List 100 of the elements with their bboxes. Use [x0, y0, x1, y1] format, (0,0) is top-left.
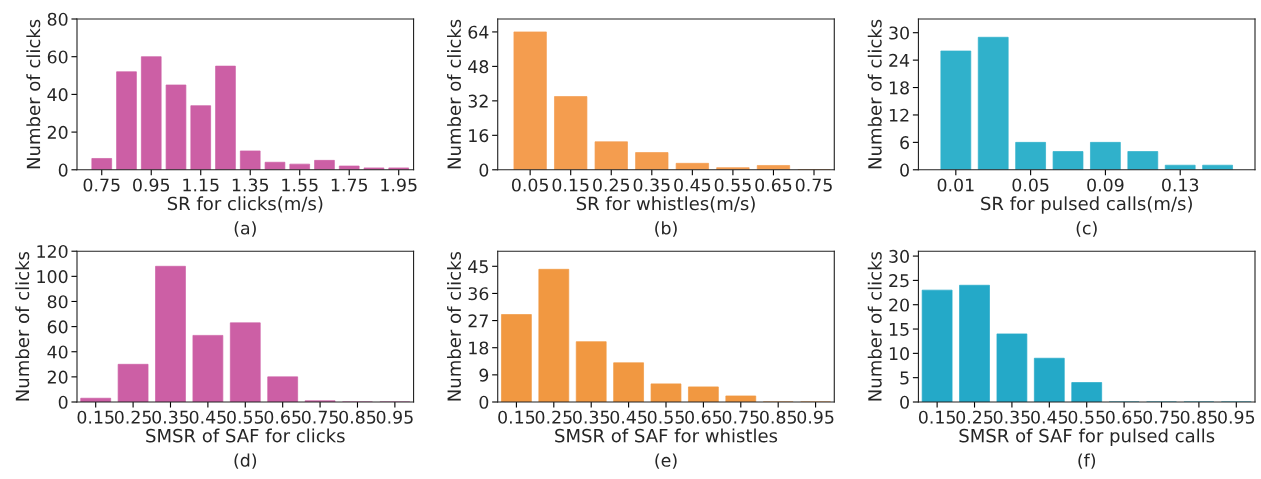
- y-axis-title: Number of clicks: [447, 19, 462, 169]
- y-tick-label: 0: [900, 395, 909, 409]
- y-tick-label: 0: [479, 395, 489, 409]
- y-tick-label: 15: [889, 322, 909, 336]
- y-axis-title: Number of clicks: [867, 19, 882, 169]
- x-tick-label: 0.35: [633, 178, 670, 192]
- x-tick-label: 0.75: [83, 178, 120, 192]
- x-tick-label: 1.95: [381, 178, 417, 192]
- y-tick-label: 30: [889, 26, 909, 40]
- x-tick-label: 0.05: [511, 178, 548, 192]
- x-tick-label: 0.15: [77, 410, 114, 424]
- y-tick-label: 48: [468, 60, 489, 74]
- x-tick-label: 0.15: [498, 410, 535, 424]
- text: (d): [234, 453, 257, 469]
- x-tick-label: 1.15: [183, 178, 219, 192]
- y-tick-label: 80: [47, 295, 68, 309]
- y-tick-label: 36: [468, 287, 489, 301]
- y-tick-label: 60: [47, 50, 68, 64]
- x-tick-label: 0.35: [573, 410, 610, 424]
- x-tick-label: 0.13: [1162, 178, 1199, 192]
- y-tick-label: 64: [468, 25, 489, 39]
- y-tick-label: 16: [469, 129, 489, 143]
- text: (c): [1076, 221, 1097, 237]
- text: (f): [1078, 453, 1096, 469]
- x-tick-label: 0.95: [376, 410, 413, 424]
- x-tick-label: 0.75: [301, 410, 338, 424]
- y-tick-label: 10: [889, 347, 909, 361]
- x-tick-label: 0.45: [674, 178, 711, 192]
- x-tick-label: 0.55: [227, 410, 264, 424]
- x-axis-title: SR for whistles(m/s): [576, 196, 755, 213]
- x-tick-label: 0.95: [133, 178, 170, 192]
- x-tick-label: 0.45: [1031, 410, 1068, 424]
- y-tick-label: 18: [469, 341, 489, 355]
- y-tick-label: 100: [37, 270, 68, 284]
- x-tick-label: 0.65: [685, 410, 722, 424]
- y-tick-label: 40: [47, 345, 68, 359]
- x-tick-label: 0.65: [264, 410, 301, 424]
- x-tick-label: 0.65: [1105, 410, 1142, 424]
- y-axis-title: Number of clicks: [447, 251, 462, 401]
- y-tick-label: 27: [468, 314, 488, 328]
- x-tick-label: 0.75: [1143, 410, 1180, 424]
- x-tick-label: 0.25: [593, 178, 630, 192]
- y-tick-label: 25: [889, 274, 909, 288]
- text: (b): [655, 221, 677, 237]
- y-tick-label: 0: [58, 163, 68, 177]
- y-tick-label: 40: [47, 88, 68, 102]
- x-axis-title: SMSR of SAF for clicks: [146, 428, 345, 443]
- y-tick-label: 0: [479, 163, 489, 177]
- x-tick-label: 1.35: [232, 178, 269, 192]
- x-tick-label: 0.65: [755, 178, 792, 192]
- x-tick-label: 0.85: [339, 410, 376, 424]
- y-tick-label: 6: [900, 136, 909, 150]
- x-tick-label: 0.85: [1180, 410, 1217, 424]
- y-tick-label: 24: [889, 53, 910, 67]
- x-tick-label: 0.55: [647, 410, 684, 424]
- y-tick-label: 5: [900, 371, 909, 385]
- y-tick-label: 12: [889, 108, 909, 122]
- x-tick-label: 0.95: [1218, 410, 1255, 424]
- x-axis-title: SR for pulsed calls(m/s): [981, 196, 1192, 214]
- x-tick-label: 0.01: [937, 178, 974, 192]
- y-tick-label: 30: [889, 249, 909, 263]
- y-tick-label: 9: [479, 368, 489, 382]
- y-tick-label: 32: [468, 94, 488, 108]
- x-tick-label: 0.95: [797, 410, 834, 424]
- text: (a): [234, 221, 256, 237]
- x-tick-label: 0.09: [1087, 178, 1124, 192]
- y-axis-title: Number of clicks: [867, 251, 882, 401]
- x-tick-label: 1.75: [331, 178, 368, 192]
- x-tick-label: 0.25: [114, 410, 151, 424]
- x-tick-label: 0.55: [714, 178, 751, 192]
- x-tick-label: 0.25: [535, 410, 572, 424]
- y-axis-title: Number of clicks: [15, 251, 30, 401]
- y-tick-label: 0: [900, 163, 909, 177]
- y-tick-label: 80: [47, 12, 68, 26]
- y-tick-label: 60: [47, 320, 68, 334]
- x-tick-label: 0.25: [956, 410, 993, 424]
- text: (e): [655, 453, 677, 469]
- y-tick-label: 120: [37, 244, 68, 259]
- y-tick-label: 20: [47, 370, 68, 384]
- x-tick-label: 0.05: [1012, 178, 1049, 192]
- x-tick-label: 0.45: [610, 410, 647, 424]
- x-tick-label: 0.15: [918, 410, 955, 424]
- x-tick-label: 0.35: [993, 410, 1030, 424]
- x-axis-title: SMSR of SAF for whistles: [555, 428, 778, 443]
- y-tick-label: 45: [468, 260, 488, 274]
- y-axis-title: Number of clicks: [26, 19, 41, 169]
- x-tick-label: 0.35: [152, 410, 189, 424]
- x-tick-label: 0.85: [760, 410, 796, 424]
- x-tick-label: 0.55: [1068, 410, 1105, 424]
- x-tick-label: 0.45: [189, 410, 226, 424]
- y-tick-label: 18: [889, 81, 909, 95]
- y-tick-label: 0: [58, 395, 68, 409]
- x-tick-label: 0.75: [722, 410, 759, 424]
- x-tick-label: 0.15: [552, 178, 589, 192]
- x-axis-title: SR for clicks(m/s): [167, 196, 323, 213]
- x-tick-label: 1.55: [282, 178, 318, 192]
- y-tick-label: 20: [889, 298, 909, 312]
- x-axis-title: SMSR of SAF for pulsed calls: [959, 428, 1215, 446]
- y-tick-label: 20: [47, 125, 68, 139]
- x-tick-label: 0.75: [795, 178, 832, 192]
